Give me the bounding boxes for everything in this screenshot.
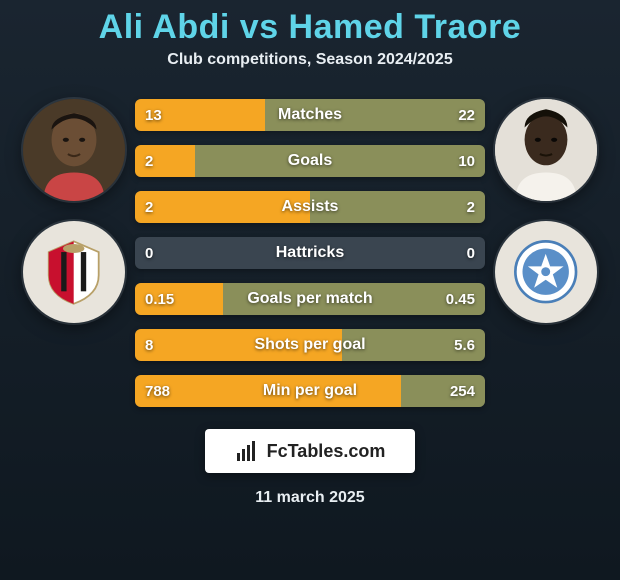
stat-row: 1322Matches bbox=[135, 99, 485, 131]
stat-label: Hattricks bbox=[135, 237, 485, 269]
stat-label: Matches bbox=[135, 99, 485, 131]
brand-text: FcTables.com bbox=[267, 441, 386, 462]
stat-row: 85.6Shots per goal bbox=[135, 329, 485, 361]
stat-label: Goals bbox=[135, 145, 485, 177]
subtitle: Club competitions, Season 2024/2025 bbox=[167, 51, 452, 69]
club-right-badge bbox=[495, 221, 597, 323]
stats-bars: 1322Matches 210Goals 22Assists 00Hattricks 0… bbox=[135, 89, 485, 407]
left-column bbox=[23, 89, 125, 323]
date-text: 11 march 2025 bbox=[255, 489, 364, 507]
stat-label: Assists bbox=[135, 191, 485, 223]
stat-row: 22Assists bbox=[135, 191, 485, 223]
main-comparison: 1322Matches 210Goals 22Assists 00Hattricks 0… bbox=[0, 89, 620, 407]
right-column bbox=[495, 89, 597, 323]
stat-label: Goals per match bbox=[135, 283, 485, 315]
stat-label: Shots per goal bbox=[135, 329, 485, 361]
ogc-nice-crest-icon bbox=[38, 236, 109, 307]
stat-label: Min per goal bbox=[135, 375, 485, 407]
page-title: Ali Abdi vs Hamed Traore bbox=[99, 8, 522, 47]
club-left-badge bbox=[23, 221, 125, 323]
player-left-avatar bbox=[23, 99, 125, 201]
person-silhouette-icon bbox=[495, 99, 597, 201]
aj-auxerre-crest-icon bbox=[510, 236, 581, 307]
chart-bars-icon bbox=[235, 439, 259, 463]
stat-row: 210Goals bbox=[135, 145, 485, 177]
brand-badge[interactable]: FcTables.com bbox=[205, 429, 416, 473]
stat-row: 0.150.45Goals per match bbox=[135, 283, 485, 315]
stat-row: 788254Min per goal bbox=[135, 375, 485, 407]
person-silhouette-icon bbox=[23, 99, 125, 201]
player-right-avatar bbox=[495, 99, 597, 201]
stat-row: 00Hattricks bbox=[135, 237, 485, 269]
comparison-card: Ali Abdi vs Hamed Traore Club competitio… bbox=[0, 0, 620, 580]
